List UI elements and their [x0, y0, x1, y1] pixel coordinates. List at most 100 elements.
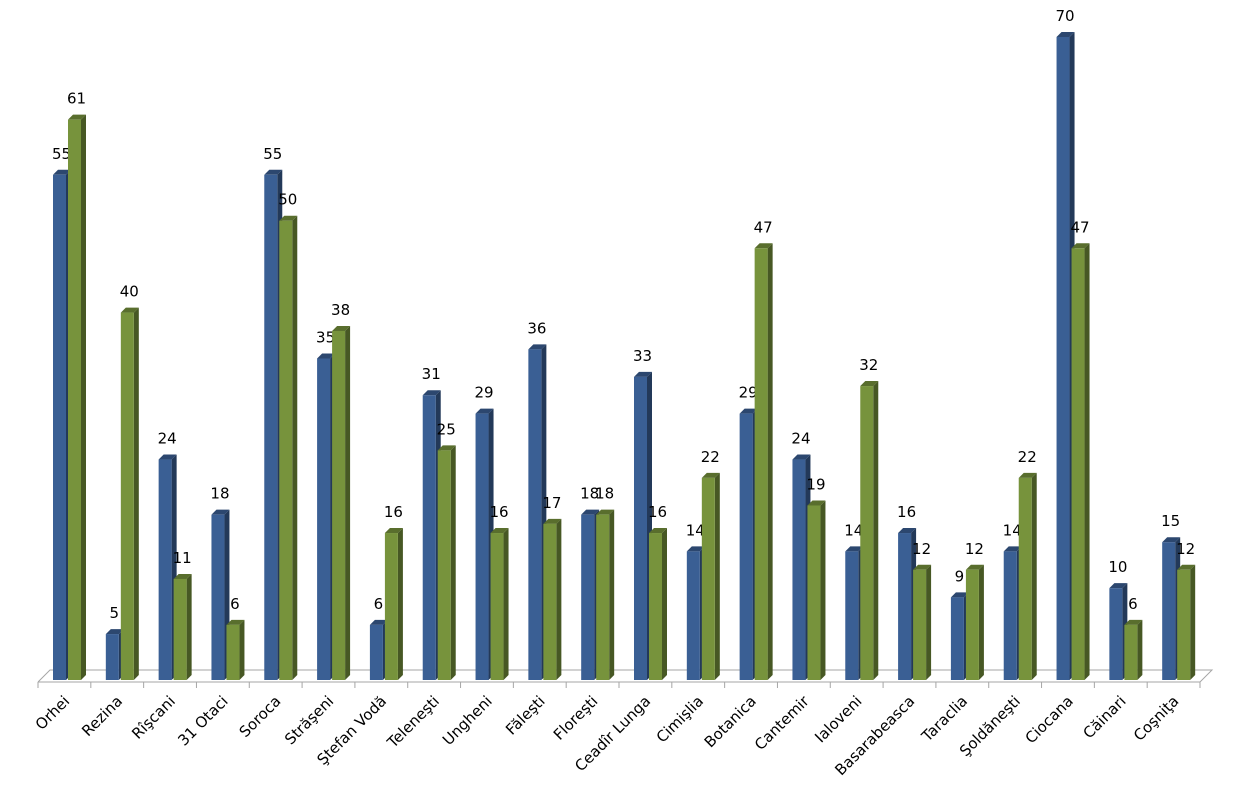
bar-top: [120, 307, 139, 313]
bar-front: [279, 220, 293, 680]
x-tick-label: Cantemir: [751, 692, 813, 754]
data-label: 55: [263, 145, 282, 163]
bar-top: [158, 454, 177, 460]
bar-side: [556, 518, 562, 680]
bar-side: [609, 509, 615, 680]
bar: [860, 381, 879, 680]
data-label: 17: [542, 494, 561, 512]
bar: [701, 472, 720, 680]
data-label: 22: [701, 448, 720, 466]
floor: [37, 669, 1214, 683]
x-tick-label: 31 Otaci: [174, 692, 231, 749]
bar-top: [739, 408, 758, 414]
bar-front: [1056, 37, 1070, 680]
bar-side: [345, 325, 351, 680]
bar-top: [490, 528, 509, 534]
bar-top: [369, 619, 388, 625]
data-label: 31: [422, 365, 441, 383]
bar-top: [965, 564, 984, 570]
bar-front: [739, 413, 753, 680]
x-tick-label: Coşniţa: [1130, 692, 1182, 744]
data-label: 14: [844, 521, 863, 539]
bar-top: [1056, 32, 1075, 37]
bar-top: [596, 509, 615, 515]
bar-front: [860, 386, 874, 680]
bar-front: [475, 413, 489, 680]
bar-top: [1003, 546, 1022, 552]
bar-front: [1124, 624, 1138, 680]
data-label: 35: [316, 329, 335, 347]
bar-front: [1109, 588, 1123, 680]
bar-side: [978, 564, 984, 680]
bar-top: [1018, 472, 1037, 478]
bar: [754, 243, 773, 680]
data-label: 55: [52, 145, 71, 163]
data-label: 6: [1128, 595, 1138, 613]
bar-top: [701, 472, 720, 478]
bar-side: [186, 573, 192, 680]
bar-side: [450, 445, 456, 680]
x-tick-label: Teleneşti: [383, 692, 443, 752]
bar-side: [239, 619, 245, 680]
bar-front: [634, 376, 647, 680]
data-label: 19: [806, 475, 825, 493]
bar: [384, 528, 403, 680]
bar: [543, 518, 562, 680]
data-label: 12: [965, 540, 984, 558]
bar: [490, 528, 509, 680]
data-label: 36: [527, 319, 546, 337]
bar-front: [1162, 542, 1176, 680]
bar-top: [634, 371, 652, 377]
data-label: 6: [374, 595, 384, 613]
bar-side: [820, 500, 826, 680]
bar-front: [1018, 477, 1032, 680]
x-tick-label: Soroca: [236, 692, 285, 741]
bar-front: [158, 459, 172, 680]
data-label: 38: [331, 301, 350, 319]
bar-top: [528, 344, 547, 350]
data-label: 12: [912, 540, 931, 558]
bar-front: [1177, 569, 1191, 680]
bar-top: [173, 573, 192, 579]
bar-top: [475, 408, 494, 414]
x-tick-label: Taraclia: [917, 692, 971, 746]
bar-front: [53, 174, 66, 681]
bar: [158, 454, 177, 680]
bar-front: [581, 514, 595, 680]
bar-front: [68, 119, 81, 680]
bar-side: [81, 114, 86, 680]
bar-top: [226, 619, 245, 625]
bar-front: [384, 533, 398, 680]
bar-top: [437, 445, 456, 451]
data-label: 9: [955, 567, 965, 585]
bar-front: [543, 523, 557, 680]
bar-top: [1177, 564, 1196, 570]
data-label: 61: [67, 90, 86, 108]
bar: [807, 500, 826, 680]
data-label: 16: [489, 503, 508, 521]
bar-top: [264, 169, 283, 175]
data-label: 24: [158, 430, 177, 448]
bar-front: [965, 569, 979, 680]
bar-front: [701, 477, 715, 680]
bar-top: [581, 509, 600, 515]
bar: [1071, 243, 1090, 680]
bar-top: [53, 169, 71, 175]
bar-front: [913, 569, 927, 680]
bar-top: [860, 381, 879, 387]
bar-front: [173, 578, 187, 680]
bar-front: [317, 358, 331, 680]
bar-side: [1137, 619, 1143, 680]
data-label: 47: [754, 218, 773, 236]
x-tick-label: Făleşti: [502, 692, 548, 738]
data-label: 14: [1003, 521, 1022, 539]
bar-front: [332, 330, 346, 680]
bar: [437, 445, 456, 680]
data-label: 16: [897, 503, 916, 521]
bar-top: [105, 629, 124, 635]
data-label: 14: [686, 521, 705, 539]
data-label: 33: [633, 347, 652, 365]
bar-front: [422, 395, 436, 680]
data-label: 15: [1161, 512, 1180, 530]
bar-top: [211, 509, 230, 515]
